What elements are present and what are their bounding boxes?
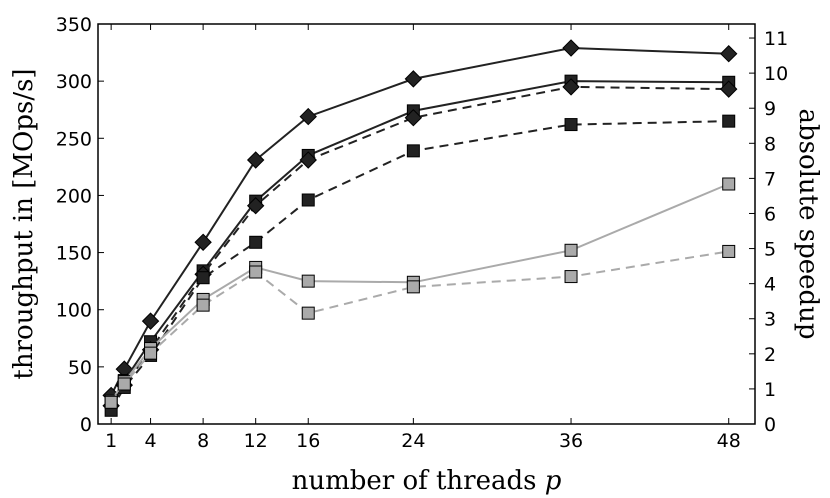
y-tick-label: 250 xyxy=(56,128,92,150)
x-axis-label: number of threads p xyxy=(292,466,562,496)
y2-tick-label: 5 xyxy=(764,239,776,261)
data-point-diamond xyxy=(720,45,738,63)
y-tick-label: 350 xyxy=(56,14,92,36)
x-axis-label-variable: p xyxy=(545,466,562,496)
x-tick-label: 12 xyxy=(244,430,268,452)
y2-tick-label: 10 xyxy=(764,63,788,85)
data-point-diamond xyxy=(299,151,317,169)
data-point-square xyxy=(722,177,736,191)
series-5 xyxy=(104,177,736,408)
data-point-square xyxy=(144,346,158,360)
data-point-diamond xyxy=(562,39,580,57)
data-point-square xyxy=(564,118,578,132)
data-point-square xyxy=(406,144,420,158)
data-point-diamond xyxy=(246,151,265,169)
data-point-square xyxy=(564,270,578,284)
y2-tick-label: 2 xyxy=(764,344,776,366)
plot-frame xyxy=(97,23,756,425)
series-layer xyxy=(102,39,738,417)
data-point-square xyxy=(406,280,420,294)
series-line xyxy=(110,183,730,402)
series-6 xyxy=(104,244,736,409)
data-point-diamond xyxy=(246,197,265,215)
y-tick-label: 50 xyxy=(68,357,92,379)
y2-tick-label: 7 xyxy=(764,168,776,190)
data-point-diamond xyxy=(141,312,160,330)
data-point-square xyxy=(196,298,210,312)
data-point-diamond xyxy=(299,107,317,126)
data-point-diamond xyxy=(720,80,738,98)
data-point-square xyxy=(722,244,736,258)
data-point-square xyxy=(301,193,315,207)
y-tick-label: 200 xyxy=(56,185,92,207)
series-3 xyxy=(102,78,738,415)
x-tick-label: 48 xyxy=(717,430,741,452)
series-line xyxy=(110,46,729,396)
x-axis-label-text: number of threads xyxy=(292,466,545,496)
y2-tick-label: 0 xyxy=(764,414,776,436)
x-tick-label: 8 xyxy=(197,430,209,452)
ticks-layer: 1 4 8 12 16 24 36 48050100150200250300350012345… xyxy=(56,14,788,452)
x-tick-label: 1 xyxy=(105,430,117,452)
y2-tick-label: 1 xyxy=(764,379,776,401)
data-point-square xyxy=(196,271,210,285)
series-1 xyxy=(102,39,738,405)
y2-axis-label: absolute speedup xyxy=(793,108,823,339)
y2-tick-label: 3 xyxy=(764,309,776,331)
y-tick-label: 0 xyxy=(80,414,92,436)
y-axis-label: throughput in [MOps/s] xyxy=(9,68,39,379)
plot-area xyxy=(97,23,756,425)
data-point-square xyxy=(722,114,736,128)
x-tick-label: 4 xyxy=(145,430,157,452)
data-point-diamond xyxy=(562,78,580,96)
data-point-square xyxy=(249,235,263,249)
y2-tick-label: 6 xyxy=(764,203,776,225)
data-point-square xyxy=(301,306,315,320)
y2-tick-label: 4 xyxy=(764,274,776,296)
x-tick-label: 16 xyxy=(296,430,320,452)
data-point-square xyxy=(249,265,263,279)
x-tick-label: 24 xyxy=(401,430,425,452)
data-point-square xyxy=(564,243,578,257)
y-tick-label: 300 xyxy=(56,71,92,93)
y2-tick-label: 8 xyxy=(764,133,776,155)
y2-tick-label: 9 xyxy=(764,98,776,120)
y-tick-label: 150 xyxy=(56,243,92,265)
y-tick-label: 100 xyxy=(56,300,92,322)
data-point-square xyxy=(301,274,315,288)
data-point-diamond xyxy=(404,109,423,127)
data-point-square xyxy=(104,395,118,409)
y2-tick-label: 11 xyxy=(764,28,788,50)
data-point-diamond xyxy=(404,70,423,88)
x-tick-label: 36 xyxy=(559,430,583,452)
data-point-square xyxy=(117,377,131,391)
data-point-diamond xyxy=(194,233,212,251)
